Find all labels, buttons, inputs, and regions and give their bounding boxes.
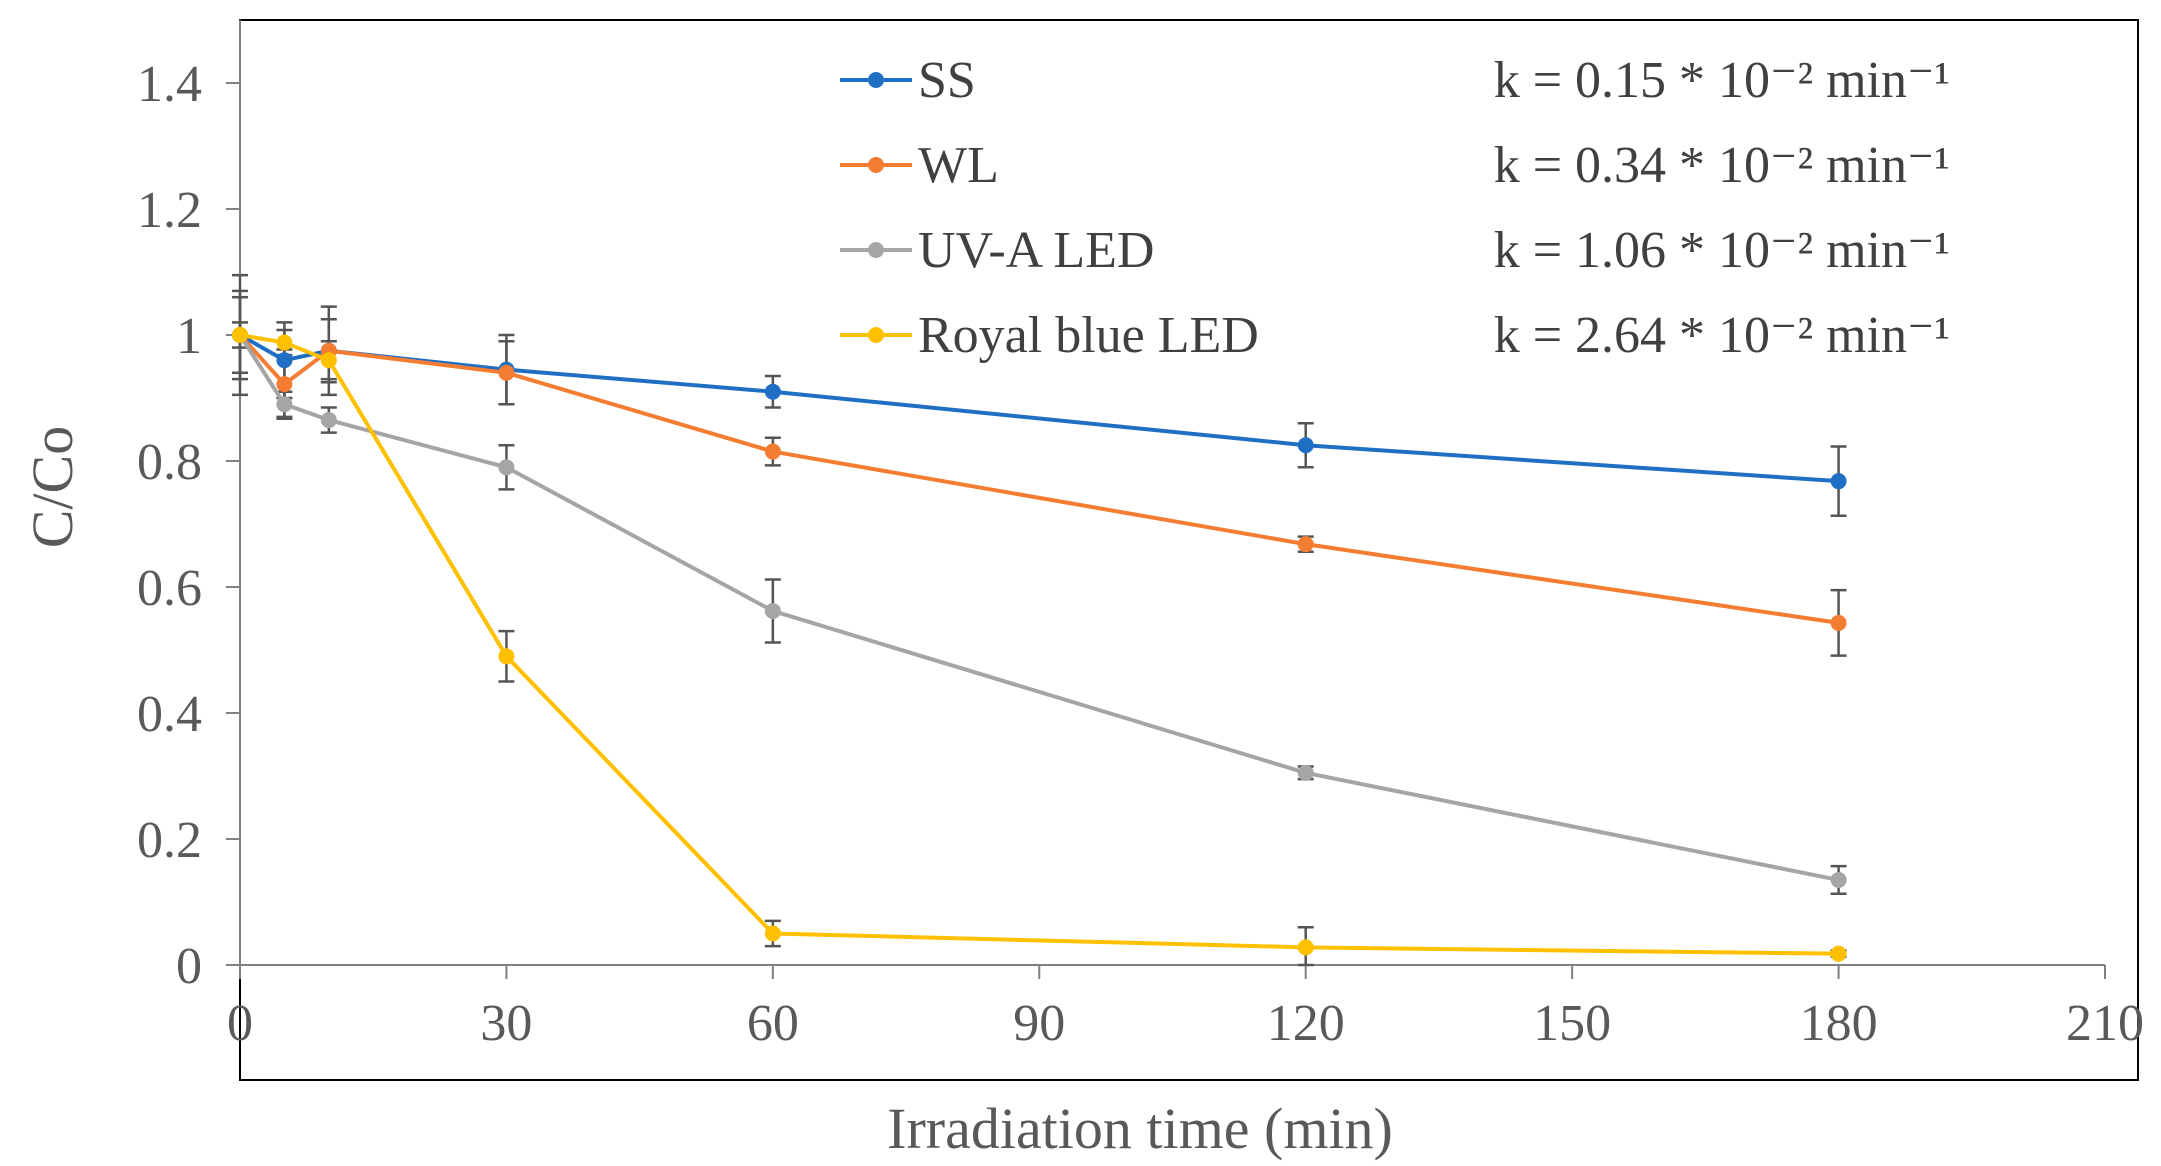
data-point [276,376,293,393]
data-point [1297,764,1314,781]
data-point [1297,939,1314,956]
y-tick-label: 1.2 [137,182,202,239]
x-tick-label: 0 [227,995,253,1052]
data-points [232,327,1847,962]
data-point [276,334,293,351]
rate-constant-label: k = 0.34 * 10⁻² min⁻¹ [1494,137,1950,194]
legend-marker [868,327,884,343]
x-tick-label: 60 [747,995,799,1052]
legend-label: Royal blue LED [918,307,1259,364]
x-tick-label: 180 [1800,995,1878,1052]
y-tick-label: 0.8 [137,434,202,491]
data-point [1830,945,1847,962]
data-point [764,383,781,400]
data-point [498,648,515,665]
y-tick-label: 0.2 [137,812,202,869]
data-point [764,602,781,619]
data-point [1297,437,1314,454]
y-tick-label: 1.4 [137,56,202,113]
y-axis-title: C/Co [20,426,85,549]
x-tick-label: 150 [1533,995,1611,1052]
x-tick-label: 120 [1267,995,1345,1052]
axes [226,20,2106,979]
legend-marker [868,242,884,258]
legend: SS k = 0.15 * 10⁻² min⁻¹ WL k = 0.34 * 10⁻²… [840,52,1950,364]
legend-label: SS [918,52,976,109]
data-point [1297,536,1314,553]
data-point [320,352,337,369]
data-point [276,352,293,369]
data-point [764,443,781,460]
data-point [276,396,293,413]
rate-constant-label: k = 1.06 * 10⁻² min⁻¹ [1494,222,1950,279]
y-tick-label: 1 [176,308,202,365]
legend-marker [868,72,884,88]
data-point [498,459,515,476]
series-line [239,333,1839,956]
series-lines [238,333,1839,956]
data-point [1830,871,1847,888]
legend-marker [868,157,884,173]
y-tick-labels: 0 0.2 0.4 0.6 0.8 1 1.2 1.4 [137,56,202,995]
rate-constant-label: k = 2.64 * 10⁻² min⁻¹ [1494,307,1950,364]
y-tick-label: 0 [176,938,202,995]
x-axis-title: Irradiation time (min) [887,1096,1393,1161]
error-bars [232,273,1847,967]
legend-label: UV-A LED [918,222,1154,279]
series-line [238,333,1839,625]
data-point [320,412,337,429]
x-tick-label: 90 [1013,995,1065,1052]
data-point [498,364,515,381]
y-tick-label: 0.4 [137,686,202,743]
y-tick-label: 0.6 [137,560,202,617]
data-point [1830,614,1847,631]
x-tick-labels: 0 30 60 90 120 150 180 210 [227,995,2144,1052]
data-point [1830,473,1847,490]
data-point [232,327,248,343]
x-tick-label: 30 [480,995,532,1052]
data-point [764,925,781,942]
legend-label: WL [918,137,999,194]
rate-constant-label: k = 0.15 * 10⁻² min⁻¹ [1494,52,1950,109]
x-tick-label: 210 [2066,995,2144,1052]
